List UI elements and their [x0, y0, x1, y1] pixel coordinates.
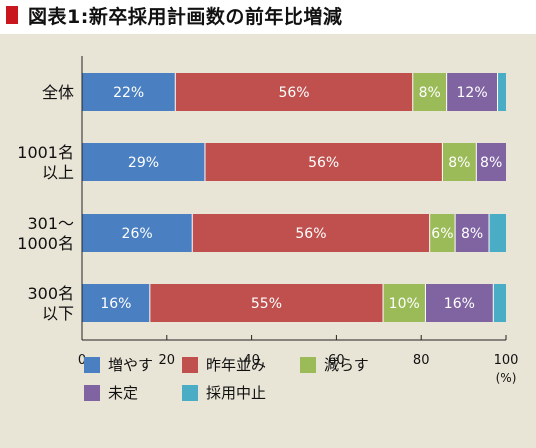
legend-swatch — [182, 356, 198, 373]
x-tick-label: 60 — [328, 353, 345, 368]
category-label: 全体 — [42, 83, 74, 102]
bar-segment — [82, 73, 176, 111]
x-tick-label: 100 — [494, 353, 519, 368]
data-label: 56% — [278, 85, 309, 101]
category-label: 以上 — [42, 163, 74, 182]
category-label: 300名 — [27, 284, 74, 303]
chart-panel: 22% 56% 8% 12% 全体 29% 56% 8% 8% 1001名 以上 26% 56% 6% 8%… — [0, 34, 536, 448]
bar-segment — [204, 143, 443, 181]
x-unit-label: (%) — [496, 371, 517, 385]
legend-label: 増やす — [108, 356, 154, 374]
bar-segment — [425, 284, 494, 322]
legend-item: 採用中止 — [182, 382, 266, 403]
data-label: 55% — [251, 296, 282, 312]
bar-segment — [493, 284, 506, 322]
category-label: 以下 — [42, 304, 74, 323]
x-tick-label: 80 — [413, 353, 430, 368]
chart-title: 図表1:新卒採用計画数の前年比増減 — [28, 5, 343, 28]
legend-label: 未定 — [108, 384, 139, 402]
bar-segment — [442, 143, 477, 181]
data-label: 16% — [100, 296, 131, 312]
bar-segment — [446, 73, 498, 111]
bar-segment — [175, 73, 413, 111]
legend-swatch — [84, 356, 100, 373]
bar-segment — [497, 73, 506, 111]
legend-item: 増やす — [84, 354, 153, 375]
bar-segment — [383, 284, 426, 322]
legend-item: 減らす — [300, 354, 369, 375]
legend-item: 未定 — [84, 382, 138, 403]
data-label: 8% — [448, 155, 470, 171]
data-label: 12% — [457, 85, 488, 101]
bar-segment — [82, 284, 150, 322]
data-label: 16% — [444, 296, 475, 312]
legend-label: 昨年並み — [206, 356, 267, 374]
x-tick-label: 20 — [159, 353, 176, 368]
data-label: 26% — [122, 226, 153, 242]
x-tick-label: 0 — [78, 353, 86, 368]
data-label: 29% — [128, 155, 159, 171]
category-label: 1001名 — [17, 143, 74, 162]
data-label: 8% — [461, 226, 483, 242]
x-tick-label: 40 — [243, 353, 260, 368]
bar-segment — [149, 284, 384, 322]
bar-segment — [476, 143, 506, 181]
legend-swatch — [300, 356, 316, 373]
bar-segment — [82, 143, 205, 181]
legend-label: 減らす — [324, 356, 369, 374]
category-label: 301〜 — [27, 214, 74, 233]
bar-segment — [489, 214, 506, 252]
data-label: 10% — [389, 296, 420, 312]
data-label: 8% — [480, 155, 502, 171]
legend-label: 採用中止 — [206, 384, 267, 402]
legend-item: 昨年並み — [182, 354, 266, 375]
data-label: 56% — [295, 226, 326, 242]
data-label: 6% — [431, 226, 453, 242]
title-bar: 図表1:新卒採用計画数の前年比増減 — [0, 0, 536, 30]
legend-swatch — [182, 384, 198, 401]
data-label: 8% — [419, 85, 441, 101]
bar-segment — [455, 214, 490, 252]
data-label: 22% — [113, 85, 144, 101]
category-label: 1000名 — [17, 234, 74, 253]
data-label: 56% — [308, 155, 339, 171]
bar-segment — [412, 73, 447, 111]
bar-segment — [192, 214, 430, 252]
title-marker — [6, 6, 18, 24]
bar-segment — [429, 214, 456, 252]
legend-swatch — [84, 384, 100, 401]
bar-segment — [82, 214, 193, 252]
